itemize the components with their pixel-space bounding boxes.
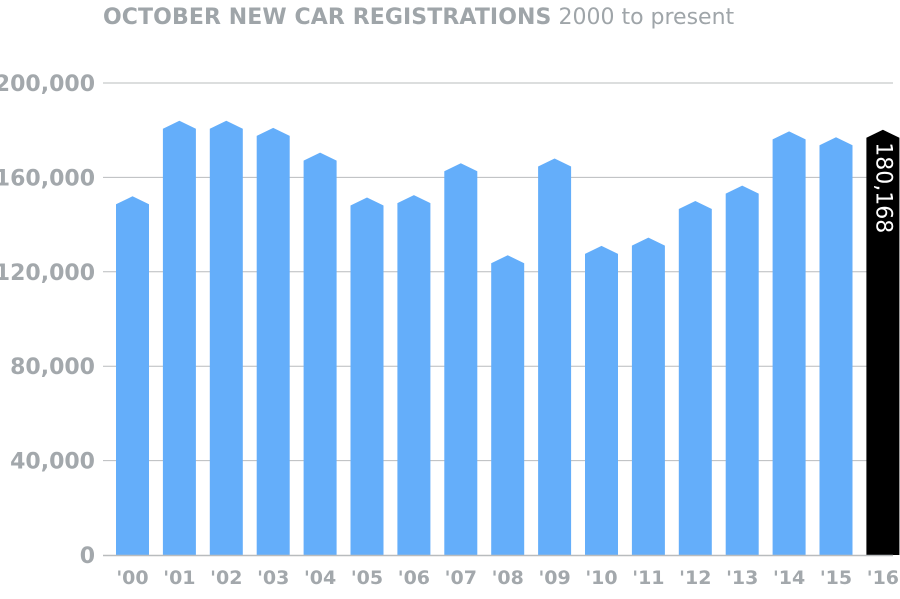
bar (725, 185, 759, 555)
x-tick-label: '14 (773, 567, 805, 589)
x-tick-label: '06 (398, 567, 430, 589)
x-tick-label: '13 (726, 567, 758, 589)
x-tick-label: '08 (492, 567, 524, 589)
bar (162, 120, 196, 555)
bar-highlight (866, 129, 900, 555)
x-tick-label: '02 (210, 567, 242, 589)
y-tick-label: 120,000 (0, 261, 95, 286)
bar (491, 255, 525, 555)
bar (303, 152, 337, 555)
x-tick-label: '00 (116, 567, 148, 589)
bar (538, 158, 572, 555)
x-tick-label: '07 (445, 567, 477, 589)
bar (397, 195, 431, 555)
bar (116, 196, 149, 555)
bar (256, 127, 290, 555)
bars (116, 120, 900, 556)
x-tick-label: '09 (538, 567, 570, 589)
data-labels: 180,168 (870, 142, 895, 233)
y-tick-label: 200,000 (0, 72, 95, 97)
bar (209, 120, 243, 555)
y-tick-label: 40,000 (10, 450, 95, 475)
bar (678, 201, 712, 555)
x-axis-ticks: '00 '01 '02 '03 '04 '05 '06 '07 '08 '09 '10 '11 '12 '… (116, 567, 899, 589)
bar (350, 197, 384, 555)
x-tick-label: '16 (867, 567, 899, 589)
y-tick-label: 160,000 (0, 166, 95, 191)
y-tick-label: 0 (80, 544, 95, 569)
y-axis-ticks: 0 40,000 80,000 120,000 160,000 200,000 (0, 72, 95, 569)
chart-title-main: OCTOBER NEW CAR REGISTRATIONS (103, 5, 552, 30)
data-label-highlight: 180,168 (870, 142, 895, 233)
chart-subtitle: 2000 to present (558, 5, 735, 30)
x-tick-label: '11 (632, 567, 664, 589)
x-tick-label: '10 (585, 567, 617, 589)
x-tick-label: '01 (163, 567, 195, 589)
x-tick-label: '15 (820, 567, 852, 589)
x-tick-label: '05 (351, 567, 383, 589)
x-tick-label: '03 (257, 567, 289, 589)
x-tick-label: '04 (304, 567, 336, 589)
bar (585, 245, 618, 555)
x-tick-label: '12 (679, 567, 711, 589)
bar (444, 163, 478, 556)
bar (772, 131, 806, 555)
bar (631, 237, 665, 555)
y-tick-label: 80,000 (10, 355, 95, 380)
bar (819, 137, 853, 555)
chart-title: OCTOBER NEW CAR REGISTRATIONS 2000 to pre… (103, 3, 734, 33)
